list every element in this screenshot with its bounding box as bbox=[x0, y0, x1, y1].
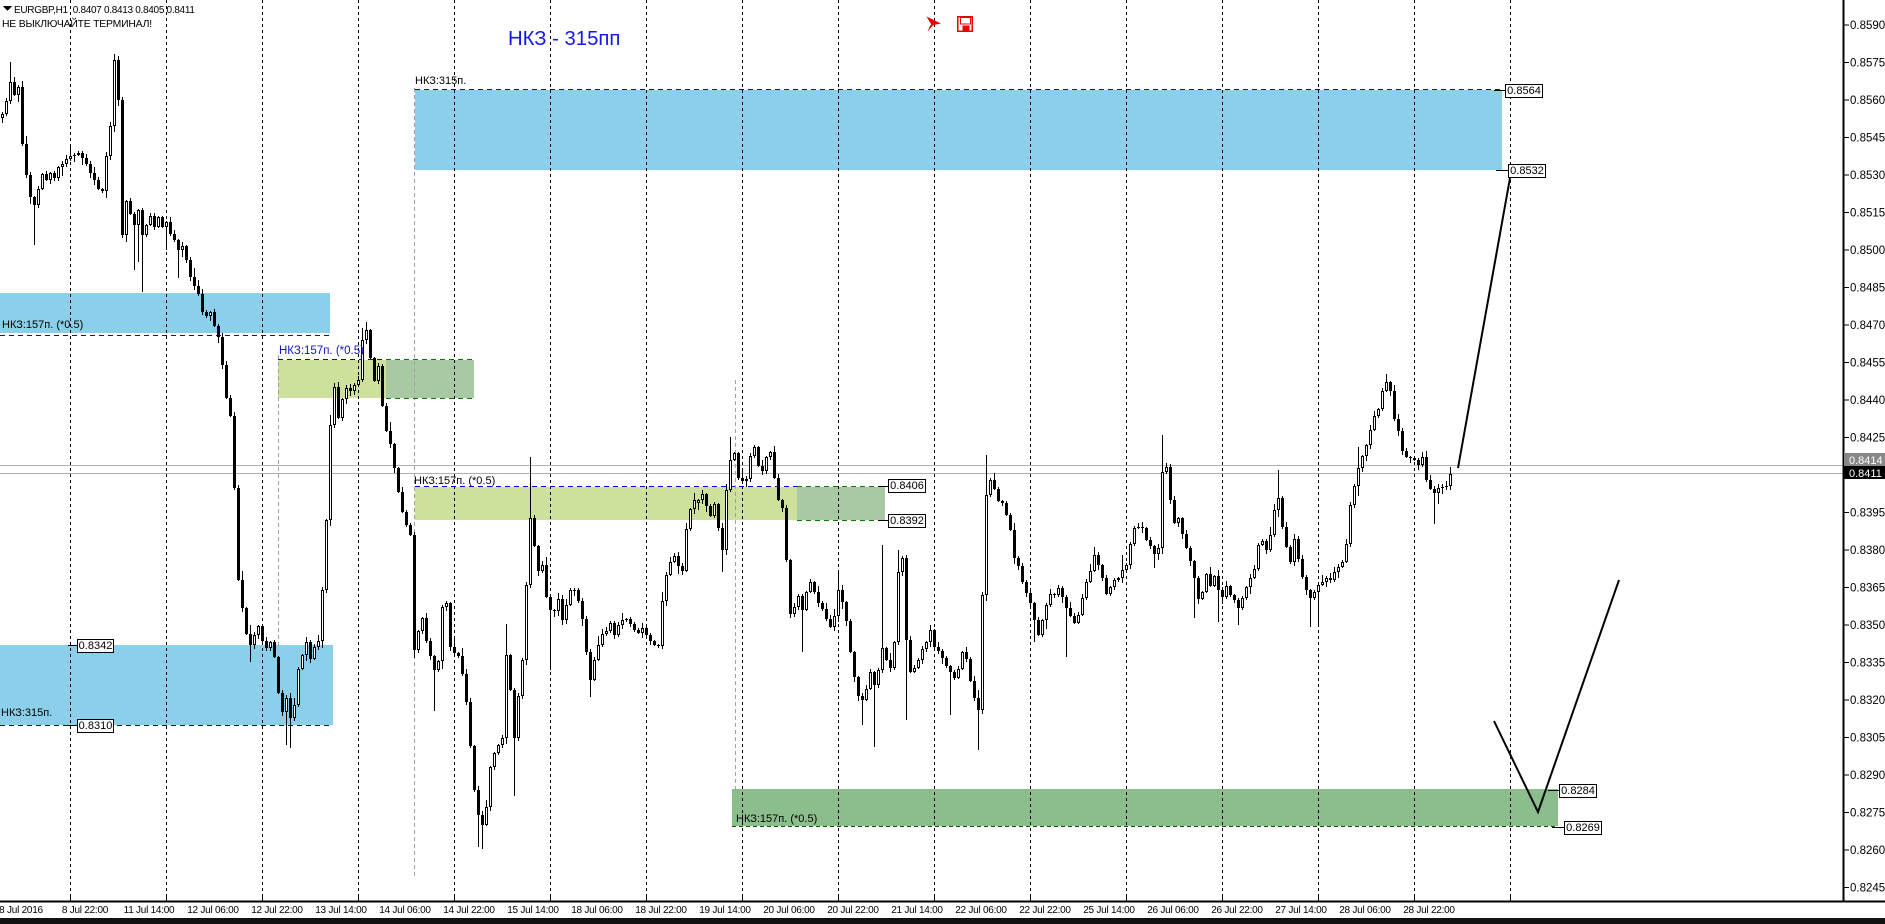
svg-text:0.8575: 0.8575 bbox=[1850, 58, 1885, 70]
svg-text:0.8530: 0.8530 bbox=[1850, 170, 1885, 182]
svg-text:НКЗ:157п. (*0.5): НКЗ:157п. (*0.5) bbox=[736, 813, 817, 825]
svg-text:0.8411: 0.8411 bbox=[1849, 468, 1882, 480]
svg-text:0.8380: 0.8380 bbox=[1850, 545, 1885, 557]
svg-text:22 Jul 22:00: 22 Jul 22:00 bbox=[1019, 905, 1071, 916]
svg-text:НЕ ВЫКЛЮЧАЙТЕ ТЕРМИНАЛ!: НЕ ВЫКЛЮЧАЙТЕ ТЕРМИНАЛ! bbox=[2, 17, 152, 30]
svg-text:0.8392: 0.8392 bbox=[890, 515, 924, 527]
svg-text:0.8290: 0.8290 bbox=[1850, 770, 1885, 782]
svg-text:14 Jul 06:00: 14 Jul 06:00 bbox=[379, 905, 431, 916]
svg-text:11 Jul 14:00: 11 Jul 14:00 bbox=[124, 905, 175, 916]
svg-text:20 Jul 22:00: 20 Jul 22:00 bbox=[827, 905, 879, 916]
svg-text:8 Jul 22:00: 8 Jul 22:00 bbox=[62, 905, 109, 916]
svg-text:НКЗ:315п.: НКЗ:315п. bbox=[415, 75, 466, 87]
svg-text:0.8350: 0.8350 bbox=[1850, 620, 1885, 632]
svg-text:18 Jul 22:00: 18 Jul 22:00 bbox=[635, 905, 687, 916]
svg-text:НКЗ:315п.: НКЗ:315п. bbox=[1, 707, 52, 719]
svg-text:НКЗ - 315пп: НКЗ - 315пп bbox=[508, 28, 620, 50]
svg-text:EURGBP,H1 0.8407 0.8413 0.840: EURGBP,H1 0.8407 0.8413 0.8405 0.8411 bbox=[14, 5, 195, 16]
svg-text:27 Jul 14:00: 27 Jul 14:00 bbox=[1275, 905, 1327, 916]
svg-text:26 Jul 06:00: 26 Jul 06:00 bbox=[1147, 905, 1199, 916]
svg-text:0.8275: 0.8275 bbox=[1850, 808, 1885, 820]
svg-text:12 Jul 06:00: 12 Jul 06:00 bbox=[187, 905, 239, 916]
svg-text:0.8269: 0.8269 bbox=[1566, 822, 1600, 834]
svg-text:25 Jul 14:00: 25 Jul 14:00 bbox=[1083, 905, 1135, 916]
svg-text:20 Jul 06:00: 20 Jul 06:00 bbox=[763, 905, 815, 916]
svg-text:8 Jul 2016: 8 Jul 2016 bbox=[0, 905, 44, 916]
svg-text:0.8500: 0.8500 bbox=[1850, 245, 1885, 257]
svg-text:19 Jul 14:00: 19 Jul 14:00 bbox=[699, 905, 751, 916]
svg-text:18 Jul 06:00: 18 Jul 06:00 bbox=[571, 905, 623, 916]
svg-text:0.8335: 0.8335 bbox=[1850, 658, 1885, 670]
svg-text:28 Jul 22:00: 28 Jul 22:00 bbox=[1403, 905, 1455, 916]
svg-text:0.8310: 0.8310 bbox=[79, 720, 113, 732]
svg-text:0.8260: 0.8260 bbox=[1850, 845, 1885, 857]
svg-text:0.8515: 0.8515 bbox=[1850, 208, 1885, 220]
svg-text:0.8440: 0.8440 bbox=[1850, 395, 1885, 407]
svg-text:0.8305: 0.8305 bbox=[1850, 733, 1885, 745]
svg-text:28 Jul 06:00: 28 Jul 06:00 bbox=[1339, 905, 1391, 916]
svg-text:0.8590: 0.8590 bbox=[1850, 20, 1885, 32]
svg-text:0.8564: 0.8564 bbox=[1507, 85, 1541, 97]
svg-text:0.8284: 0.8284 bbox=[1561, 785, 1595, 797]
svg-text:0.8455: 0.8455 bbox=[1850, 358, 1885, 370]
svg-text:0.8406: 0.8406 bbox=[890, 480, 924, 492]
svg-text:22 Jul 06:00: 22 Jul 06:00 bbox=[955, 905, 1007, 916]
svg-text:26 Jul 22:00: 26 Jul 22:00 bbox=[1211, 905, 1263, 916]
svg-text:0.8365: 0.8365 bbox=[1850, 583, 1885, 595]
svg-text:НКЗ:157п. (*0.5): НКЗ:157п. (*0.5) bbox=[279, 345, 364, 357]
svg-text:0.8342: 0.8342 bbox=[79, 640, 113, 652]
svg-text:0.8560: 0.8560 bbox=[1850, 95, 1885, 107]
svg-text:НКЗ:157п. (*0.5): НКЗ:157п. (*0.5) bbox=[2, 319, 83, 331]
svg-text:0.8320: 0.8320 bbox=[1850, 695, 1885, 707]
svg-text:12 Jul 22:00: 12 Jul 22:00 bbox=[251, 905, 303, 916]
svg-text:21 Jul 14:00: 21 Jul 14:00 bbox=[891, 905, 943, 916]
svg-text:НКЗ:157п. (*0.5): НКЗ:157п. (*0.5) bbox=[414, 475, 495, 487]
svg-text:14 Jul 22:00: 14 Jul 22:00 bbox=[443, 905, 495, 916]
svg-text:0.8414: 0.8414 bbox=[1849, 455, 1883, 467]
svg-text:0.8245: 0.8245 bbox=[1850, 883, 1885, 895]
svg-text:13 Jul 14:00: 13 Jul 14:00 bbox=[315, 905, 367, 916]
svg-text:15 Jul 14:00: 15 Jul 14:00 bbox=[507, 905, 559, 916]
svg-text:0.8395: 0.8395 bbox=[1850, 508, 1885, 520]
svg-text:0.8545: 0.8545 bbox=[1850, 133, 1885, 145]
svg-text:0.8485: 0.8485 bbox=[1850, 283, 1885, 295]
svg-text:0.8425: 0.8425 bbox=[1850, 433, 1885, 445]
svg-text:0.8532: 0.8532 bbox=[1510, 165, 1544, 177]
svg-text:0.8470: 0.8470 bbox=[1850, 320, 1885, 332]
